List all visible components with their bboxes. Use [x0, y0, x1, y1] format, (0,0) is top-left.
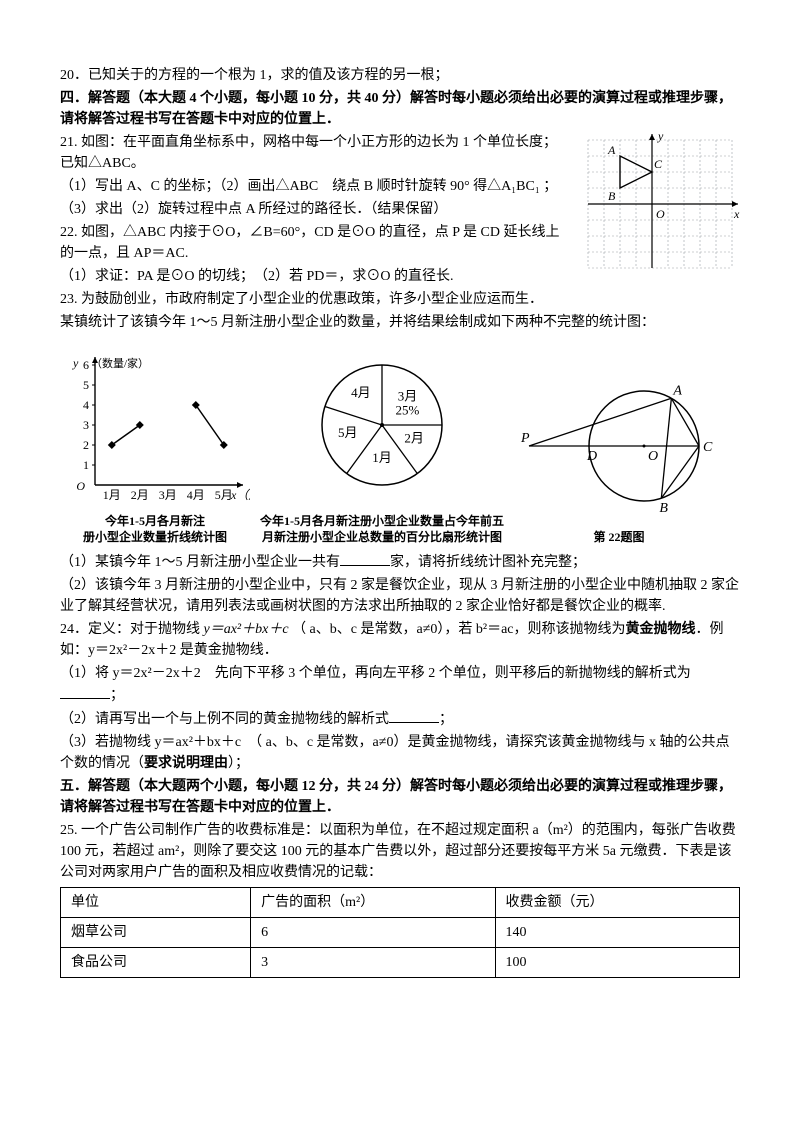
svg-text:2: 2 — [83, 438, 89, 452]
svg-text:2月: 2月 — [131, 488, 149, 502]
circle-figure: A C B P D O — [514, 361, 724, 521]
svg-text:x: x — [733, 207, 740, 221]
svg-text:B: B — [659, 501, 668, 516]
svg-text:y: y — [72, 356, 79, 370]
svg-text:B: B — [608, 189, 616, 203]
q24-1: （1）将 y＝2x²－2x＋2 先向下平移 3 个单位，再向左平移 2 个单位，… — [60, 663, 740, 706]
svg-text:4: 4 — [83, 398, 89, 412]
section4-heading: 四．解答题（本大题 4 个小题，每小题 10 分，共 40 分）解答时每小题必须… — [60, 88, 740, 130]
q25-stem: 25. 一个广告公司制作广告的收费标准是：以面积为单位，在不超过规定面积 a（m… — [60, 820, 740, 883]
svg-text:4月: 4月 — [187, 488, 205, 502]
svg-text:2月: 2月 — [404, 430, 424, 445]
table-cell: 食品公司 — [61, 948, 251, 978]
q24-2: （2）请再写出一个与上例不同的黄金抛物线的解析式； — [60, 708, 740, 730]
q23-stem: 23. 为鼓励创业，市政府制定了小型企业的优惠政策，许多小型企业应运而生． — [60, 289, 740, 310]
line-chart-block: 1234561月2月3月4月5月x（月份）y（数量/家）O 今年1-5月各月新注… — [60, 345, 250, 545]
svg-text:A: A — [607, 143, 616, 157]
grid-figure: x y O A B C — [580, 132, 740, 279]
svg-text:5: 5 — [83, 378, 89, 392]
table-cell: 6 — [251, 918, 495, 948]
svg-text:25%: 25% — [396, 403, 420, 418]
line-chart: 1234561月2月3月4月5月x（月份）y（数量/家）O — [60, 345, 250, 505]
pie-chart-caption: 今年1-5月各月新注册小型企业数量占今年前五 月新注册小型企业总数量的百分比扇形… — [260, 514, 504, 545]
svg-text:4月: 4月 — [351, 385, 371, 400]
svg-text:x（月份）: x（月份） — [230, 488, 250, 502]
svg-text:D: D — [586, 449, 597, 464]
svg-text:y: y — [657, 132, 664, 143]
svg-text:6: 6 — [83, 358, 89, 372]
svg-text:C: C — [654, 157, 663, 171]
svg-text:1月: 1月 — [103, 488, 121, 502]
svg-text:O: O — [656, 207, 665, 221]
svg-text:A: A — [672, 383, 682, 398]
svg-text:O: O — [76, 479, 85, 493]
svg-text:P: P — [520, 431, 530, 446]
blank-2 — [60, 684, 110, 699]
table-cell: 3 — [251, 948, 495, 978]
circle-figure-block: A C B P D O 第 22题图 — [514, 361, 724, 546]
q24-3: （3）若抛物线 y＝ax²＋bx＋c （ a、b、c 是常数，a≠0）是黄金抛物… — [60, 732, 740, 774]
table-cell: 烟草公司 — [61, 918, 251, 948]
blank-1 — [340, 551, 390, 566]
table-header-cell: 单位 — [61, 888, 251, 918]
svg-text:1月: 1月 — [372, 450, 392, 465]
q23-2: （2）该镇今年 3 月新注册的小型企业中，只有 2 家是餐饮企业，现从 3 月新… — [60, 575, 740, 617]
figure-row: 1 2 3 4 5 6 1月 2月 3月 4月 5月 x（月份） y （数量/家） O 今年1-5月各月新注… — [60, 345, 740, 545]
q20: 20．已知关于的方程的一个根为 1，求的值及该方程的另一根； — [60, 65, 740, 86]
table-header-cell: 收费金额（元） — [495, 888, 739, 918]
pie-chart: 3月25% 2月 1月 5月 4月 — [297, 345, 467, 505]
line-chart-caption: 今年1-5月各月新注 册小型企业数量折线统计图 — [60, 514, 250, 545]
svg-text:3月: 3月 — [159, 488, 177, 502]
table-cell: 140 — [495, 918, 739, 948]
q23-1: （1）某镇今年 1～5 月新注册小型企业一共有家，请将折线统计图补充完整； — [60, 551, 740, 573]
table-row: 烟草公司6140 — [61, 918, 740, 948]
svg-text:C: C — [703, 440, 713, 455]
circle-figure-caption: 第 22题图 — [514, 530, 724, 546]
fee-table: 单位广告的面积（m²）收费金额（元）烟草公司6140食品公司3100 — [60, 887, 740, 978]
table-row: 食品公司3100 — [61, 948, 740, 978]
q23-stem2: 某镇统计了该镇今年 1～5 月新注册小型企业的数量，并将结果绘制成如下两种不完整… — [60, 312, 740, 333]
svg-text:1: 1 — [83, 458, 89, 472]
table-cell: 100 — [495, 948, 739, 978]
svg-text:O: O — [648, 449, 658, 464]
svg-text:3: 3 — [83, 418, 89, 432]
section5-heading: 五．解答题（本大题两个小题，每小题 12 分，共 24 分）解答时每小题必须给出… — [60, 776, 740, 818]
svg-text:3月: 3月 — [398, 389, 418, 404]
blank-3 — [389, 708, 439, 723]
pie-chart-block: 3月25% 2月 1月 5月 4月 今年1-5月各月新注册小型企业数量占今年前五 月新注… — [260, 345, 504, 545]
q24-stem: 24．定义：对于抛物线 y＝ax²＋bx＋c （ a、b、c 是常数，a≠0），… — [60, 619, 740, 661]
svg-text:5月: 5月 — [338, 425, 358, 440]
table-header-cell: 广告的面积（m²） — [251, 888, 495, 918]
svg-text:（数量/家）: （数量/家） — [91, 356, 149, 370]
